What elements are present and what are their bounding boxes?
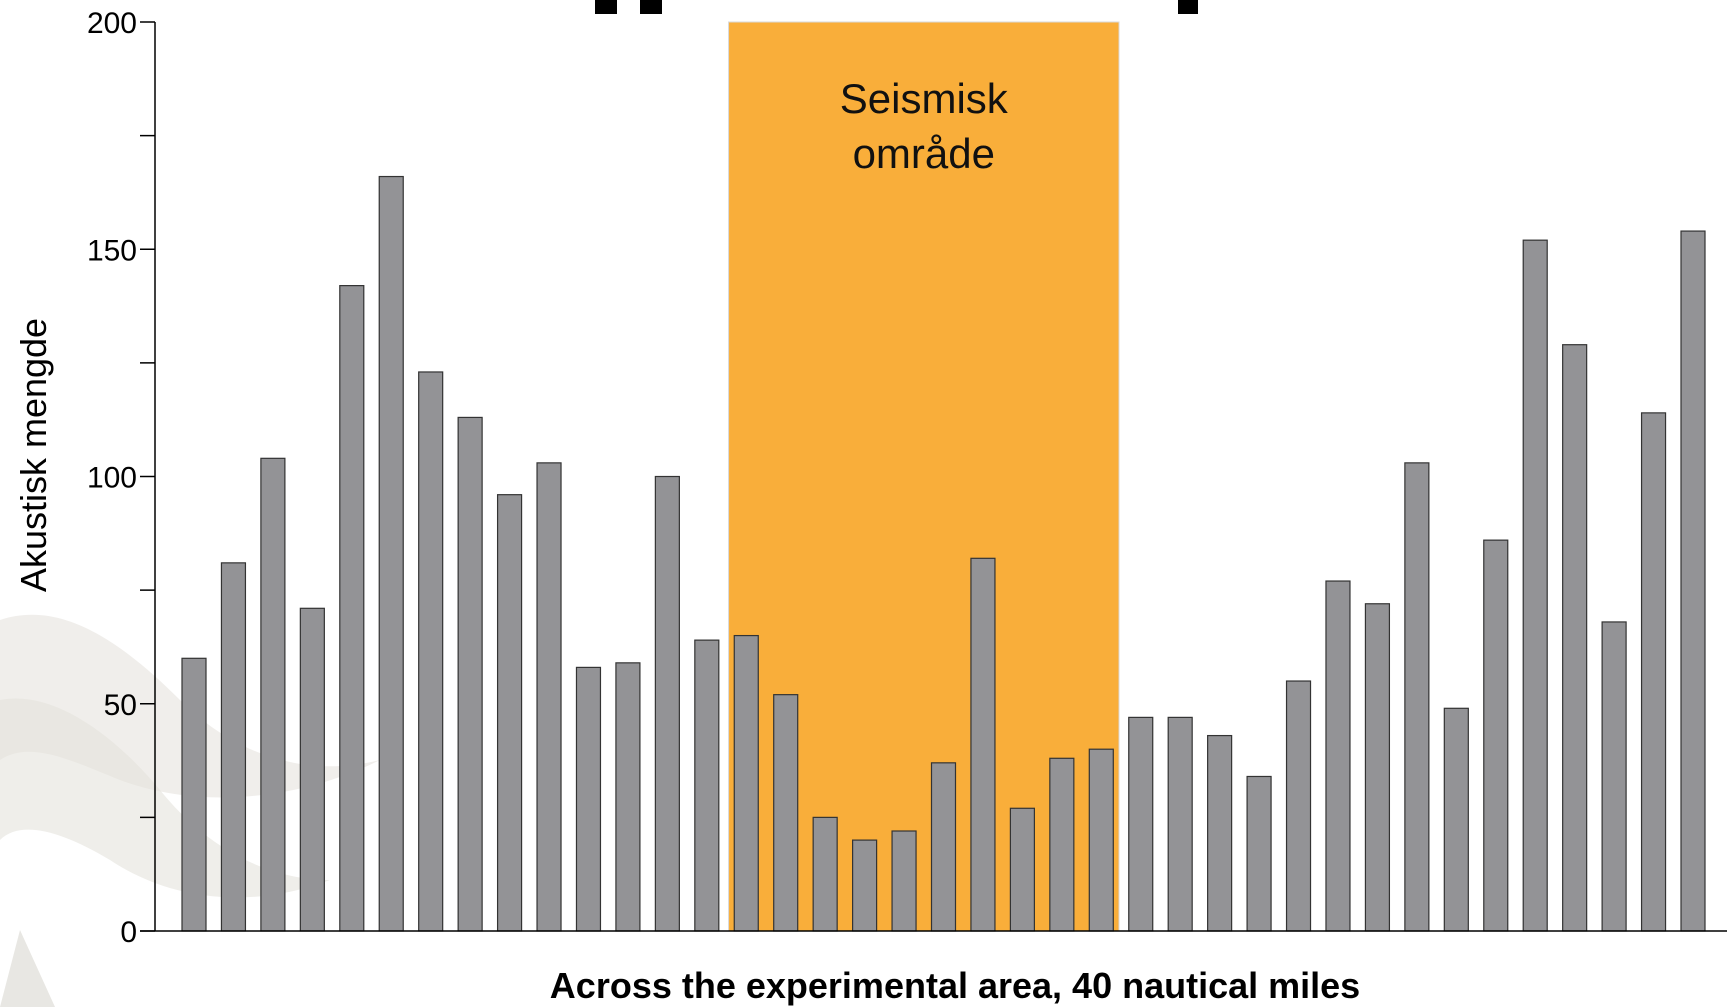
- bar: [1404, 462, 1430, 932]
- bar: [1049, 757, 1075, 932]
- bar: [1483, 539, 1509, 932]
- seismic-region-label: område: [853, 130, 995, 177]
- seismic-region-label: Seismisk: [840, 75, 1009, 122]
- bar: [1364, 603, 1391, 932]
- cropped-title-fragment: [1178, 0, 1198, 14]
- bar: [694, 639, 720, 932]
- bar: [536, 462, 562, 932]
- bar: [733, 634, 759, 932]
- y-tick-label: 0: [120, 916, 137, 949]
- y-tick-label: 100: [87, 462, 137, 495]
- bar: [654, 475, 680, 932]
- bar: [1285, 680, 1312, 932]
- bar: [970, 557, 996, 932]
- bar: [1562, 344, 1588, 932]
- bar: [1325, 580, 1351, 932]
- bar: [1128, 716, 1154, 932]
- bar: [812, 816, 838, 932]
- bar: [1088, 748, 1114, 932]
- cropped-title-fragment: [640, 0, 662, 14]
- bar: [575, 666, 602, 932]
- bar: [1246, 775, 1272, 932]
- bar: [1207, 734, 1233, 932]
- bar: [418, 371, 444, 932]
- y-tick-label: 200: [87, 7, 137, 40]
- bar: [1009, 807, 1035, 932]
- bar: [1640, 412, 1667, 932]
- y-axis-label: Akustisk mengde: [13, 318, 54, 592]
- bar: [260, 457, 286, 932]
- bar: [773, 694, 799, 932]
- bar: [1443, 707, 1469, 932]
- bar: [1167, 716, 1193, 932]
- bar: [339, 285, 365, 932]
- bar: [299, 607, 325, 932]
- y-tick-label: 50: [104, 689, 137, 722]
- y-tick-label: 150: [87, 234, 137, 267]
- bar: [852, 839, 878, 932]
- bar: [1680, 230, 1706, 932]
- bar: [496, 494, 523, 932]
- bar: [220, 562, 247, 932]
- x-axis-label: Across the experimental area, 40 nautica…: [550, 965, 1360, 1006]
- bar: [930, 762, 957, 932]
- bar: [615, 662, 641, 932]
- bar: [181, 657, 207, 932]
- bar: [891, 830, 917, 932]
- bar: [1522, 239, 1548, 932]
- bar: [457, 416, 483, 932]
- cropped-title-fragment: [595, 0, 617, 14]
- bar: [1601, 621, 1627, 932]
- bar: [378, 175, 404, 932]
